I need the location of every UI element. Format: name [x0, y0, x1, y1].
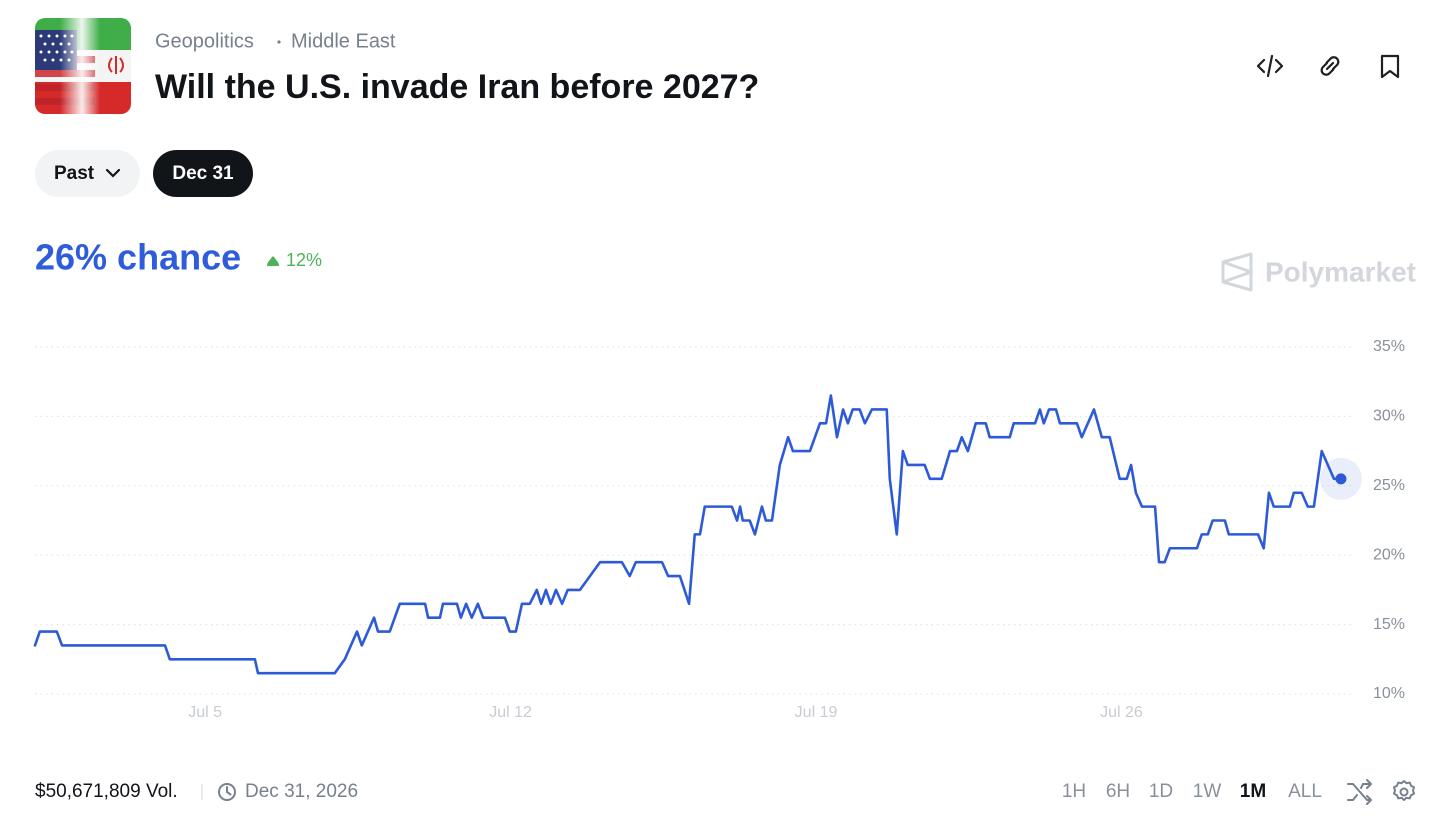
embed-button[interactable]: [1256, 54, 1284, 78]
range-button[interactable]: 1W: [1193, 781, 1222, 802]
watermark-logo: [1221, 252, 1253, 292]
y-tick-label: 30%: [1373, 408, 1405, 425]
pill-background: [153, 150, 253, 197]
range-button[interactable]: 1M: [1240, 781, 1266, 802]
range-button[interactable]: 1D: [1149, 781, 1173, 802]
volume: $50,671,809 Vol.: [35, 781, 178, 802]
shuffle-button[interactable]: [1347, 779, 1372, 805]
date-pill[interactable]: Dec 31: [153, 150, 253, 197]
range-button[interactable]: 1H: [1062, 781, 1086, 802]
range-button[interactable]: ALL: [1288, 781, 1322, 802]
price-line: [33, 394, 1343, 675]
breadcrumb-separator: [277, 40, 281, 44]
copy-link-button[interactable]: [1320, 56, 1340, 76]
pill-label: Past: [54, 163, 95, 184]
change-arrow: [267, 256, 279, 266]
y-tick-label: 25%: [1373, 477, 1405, 494]
past-dropdown[interactable]: Past: [35, 150, 140, 197]
y-tick-label: 15%: [1373, 616, 1405, 633]
settings-button[interactable]: [1393, 780, 1415, 801]
price-chart: 10% 15% 20% 25% 30% 35% Jul 5 Jul 12 Jul 19 Jul 2…: [33, 338, 1405, 721]
y-tick-label: 35%: [1373, 338, 1405, 355]
y-tick-label: 20%: [1373, 546, 1405, 563]
current-point: [1335, 473, 1347, 485]
range-button[interactable]: 6H: [1106, 781, 1130, 802]
chance-label: 26% chance: [35, 237, 241, 278]
breadcrumb-category[interactable]: Geopolitics: [155, 30, 254, 52]
pill-label: Dec 31: [172, 163, 234, 184]
x-tick-label: Jul 12: [489, 704, 532, 721]
x-tick-label: Jul 26: [1100, 704, 1143, 721]
market-title: Will the U.S. invade Iran before 2027?: [155, 68, 759, 106]
x-tick-label: Jul 5: [188, 704, 222, 721]
bookmark-button[interactable]: [1380, 54, 1400, 79]
chevron: [105, 168, 121, 178]
clock-icon: [218, 783, 236, 801]
market-image: [35, 18, 131, 114]
change-label: 12%: [286, 250, 322, 270]
y-tick-label: 10%: [1373, 685, 1405, 702]
range-selector: 1H 6H 1D 1W 1M ALL: [1062, 781, 1322, 802]
pill-background: [35, 150, 140, 197]
breadcrumb-subcategory[interactable]: Middle East: [291, 30, 396, 52]
x-tick-label: Jul 19: [795, 704, 838, 721]
end-date: Dec 31, 2026: [245, 781, 358, 802]
watermark-text: Polymarket: [1265, 256, 1416, 287]
